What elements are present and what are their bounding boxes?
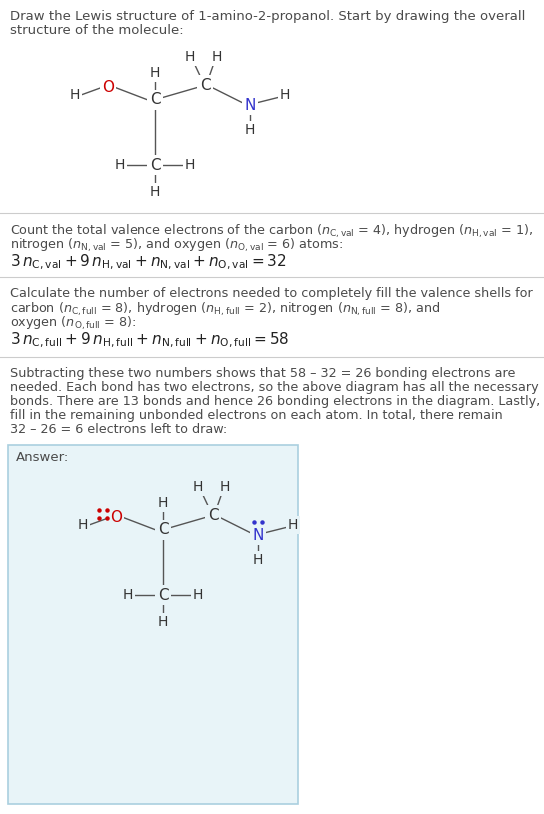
Text: H: H (158, 615, 168, 629)
Text: C: C (150, 93, 160, 107)
Text: carbon ($n_{\mathrm{C,full}}$ = 8), hydrogen ($n_{\mathrm{H,full}}$ = 2), nitrog: carbon ($n_{\mathrm{C,full}}$ = 8), hydr… (10, 301, 440, 318)
Text: H: H (185, 50, 195, 64)
Text: H: H (280, 88, 290, 102)
Text: bonds. There are 13 bonds and hence 26 bonding electrons in the diagram. Lastly,: bonds. There are 13 bonds and hence 26 b… (10, 395, 540, 408)
Text: H: H (193, 588, 203, 602)
FancyBboxPatch shape (8, 445, 298, 804)
Text: $3\,n_{\mathrm{C,val}} + 9\,n_{\mathrm{H,val}} + n_{\mathrm{N,val}} + n_{\mathrm: $3\,n_{\mathrm{C,val}} + 9\,n_{\mathrm{H… (10, 253, 287, 273)
Text: H: H (220, 480, 230, 494)
Text: fill in the remaining unbonded electrons on each atom. In total, there remain: fill in the remaining unbonded electrons… (10, 409, 503, 422)
Text: H: H (245, 123, 255, 137)
Text: 32 – 26 = 6 electrons left to draw:: 32 – 26 = 6 electrons left to draw: (10, 423, 227, 436)
Text: $3\,n_{\mathrm{C,full}} + 9\,n_{\mathrm{H,full}} + n_{\mathrm{N,full}} + n_{\mat: $3\,n_{\mathrm{C,full}} + 9\,n_{\mathrm{… (10, 331, 289, 350)
Text: structure of the molecule:: structure of the molecule: (10, 24, 184, 37)
Text: O: O (102, 80, 114, 94)
Text: needed. Each bond has two electrons, so the above diagram has all the necessary: needed. Each bond has two electrons, so … (10, 381, 539, 394)
Text: H: H (212, 50, 222, 64)
Text: H: H (70, 88, 80, 102)
Text: oxygen ($n_{\mathrm{O,full}}$ = 8):: oxygen ($n_{\mathrm{O,full}}$ = 8): (10, 315, 137, 332)
Text: C: C (158, 588, 168, 602)
Text: N: N (244, 98, 256, 112)
Text: Answer:: Answer: (16, 451, 69, 464)
Text: H: H (123, 588, 133, 602)
Text: Calculate the number of electrons needed to completely fill the valence shells f: Calculate the number of electrons needed… (10, 287, 533, 300)
Text: Subtracting these two numbers shows that 58 – 32 = 26 bonding electrons are: Subtracting these two numbers shows that… (10, 367, 515, 380)
Text: C: C (158, 523, 168, 537)
Text: H: H (150, 185, 160, 199)
Text: H: H (193, 480, 203, 494)
Text: N: N (252, 527, 264, 542)
Text: C: C (208, 507, 218, 523)
Text: O: O (110, 510, 122, 524)
Text: H: H (288, 518, 298, 532)
Text: C: C (150, 157, 160, 173)
Text: H: H (185, 158, 195, 172)
Text: H: H (158, 496, 168, 510)
Text: H: H (115, 158, 125, 172)
Text: H: H (253, 553, 263, 567)
Text: Draw the Lewis structure of 1-amino-2-propanol. Start by drawing the overall: Draw the Lewis structure of 1-amino-2-pr… (10, 10, 526, 23)
Text: H: H (150, 66, 160, 80)
Text: Count the total valence electrons of the carbon ($n_{\mathrm{C,val}}$ = 4), hydr: Count the total valence electrons of the… (10, 223, 533, 240)
Text: C: C (200, 77, 211, 93)
Text: nitrogen ($n_{\mathrm{N,val}}$ = 5), and oxygen ($n_{\mathrm{O,val}}$ = 6) atoms: nitrogen ($n_{\mathrm{N,val}}$ = 5), and… (10, 237, 343, 254)
Text: H: H (78, 518, 88, 532)
